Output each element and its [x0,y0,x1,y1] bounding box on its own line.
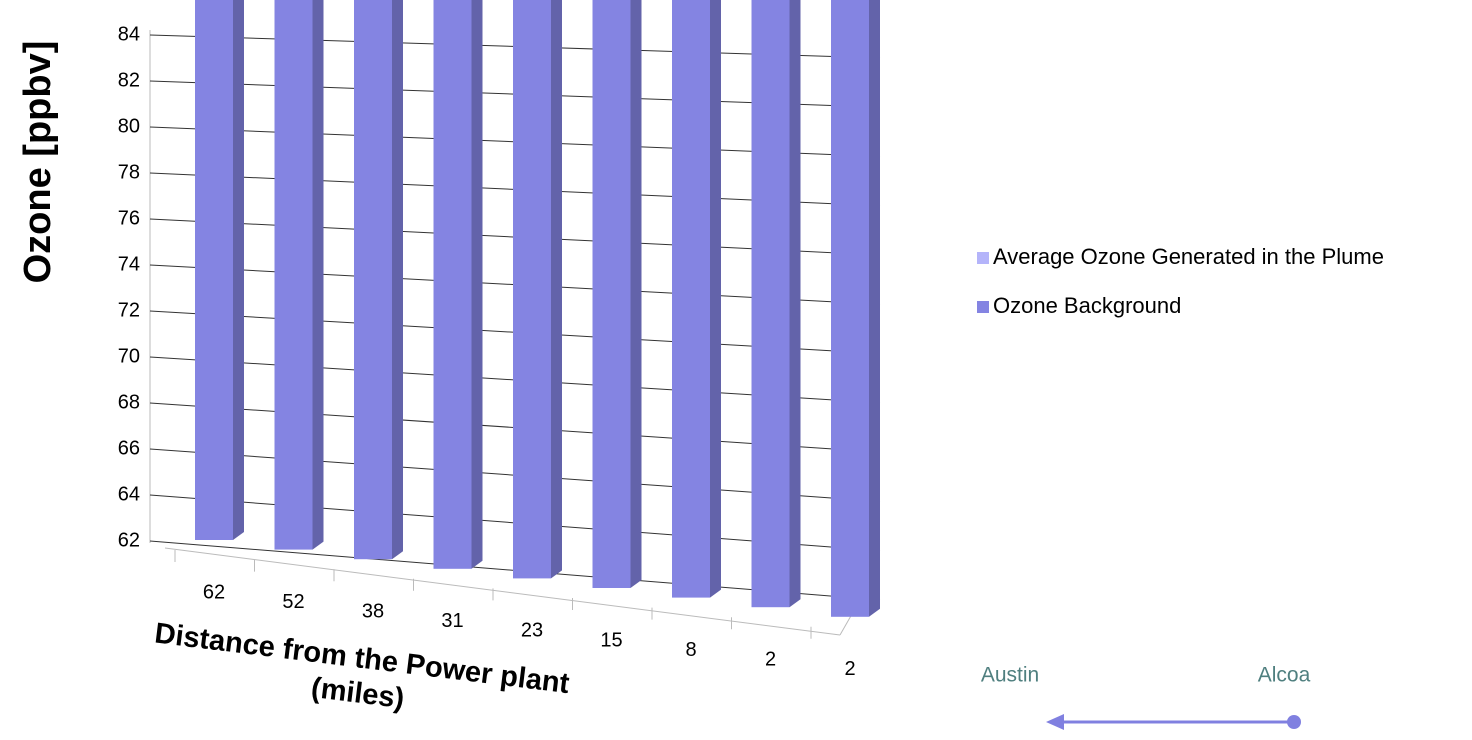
bar-front [354,0,392,560]
x-tick-label: 31 [441,610,463,632]
annotation: Alcoa [1258,664,1311,687]
bar-front [672,0,710,598]
legend-label: Average Ozone Generated in the Plume [993,244,1384,269]
bar-side [551,0,562,579]
y-tick-label: 82 [118,69,140,91]
bar-side [233,0,244,540]
bar-side [789,0,801,608]
y-tick-label: 78 [118,161,140,183]
y-tick-label: 66 [118,437,140,459]
y-tick-label: 84 [118,23,140,45]
bar-side [471,0,483,569]
x-tick-label: 2 [765,648,776,670]
y-tick-label: 80 [118,115,140,137]
bar-front [513,0,551,579]
x-tick-label: 2 [844,658,855,680]
bar-front [195,0,233,540]
bar-side [869,0,880,617]
y-tick-label: 74 [118,253,140,275]
legend-swatch [977,301,989,313]
annotation: Austin [981,664,1039,687]
y-tick-label: 70 [118,345,140,367]
bar-side [710,0,721,598]
direction-arrow [1046,714,1301,730]
bar-front [831,0,869,617]
x-tick-label: 15 [600,629,622,651]
floor-edge [164,547,841,636]
y-tick-label: 68 [118,391,140,413]
y-tick-label: 76 [118,207,140,229]
x-tick-label: 23 [521,620,543,642]
x-tick-label: 62 [203,581,225,603]
legend-label: Ozone Background [993,293,1181,318]
y-tick-label: 62 [118,529,140,551]
bar-front [274,0,313,550]
bar-front [751,0,790,608]
bar-side [630,0,642,588]
bar-side [312,0,324,550]
y-axis-title: Ozone [ppbv] [17,41,59,284]
y-tick-label: 64 [118,483,140,505]
x-tick-label: 8 [685,639,696,661]
y-tick-label: 72 [118,299,140,321]
x-tick-label: 38 [362,600,384,622]
x-tick-label: 52 [282,591,304,613]
bar-side [392,0,403,560]
bar-front [433,0,472,569]
legend-swatch [977,252,989,264]
bar-front [592,0,631,588]
